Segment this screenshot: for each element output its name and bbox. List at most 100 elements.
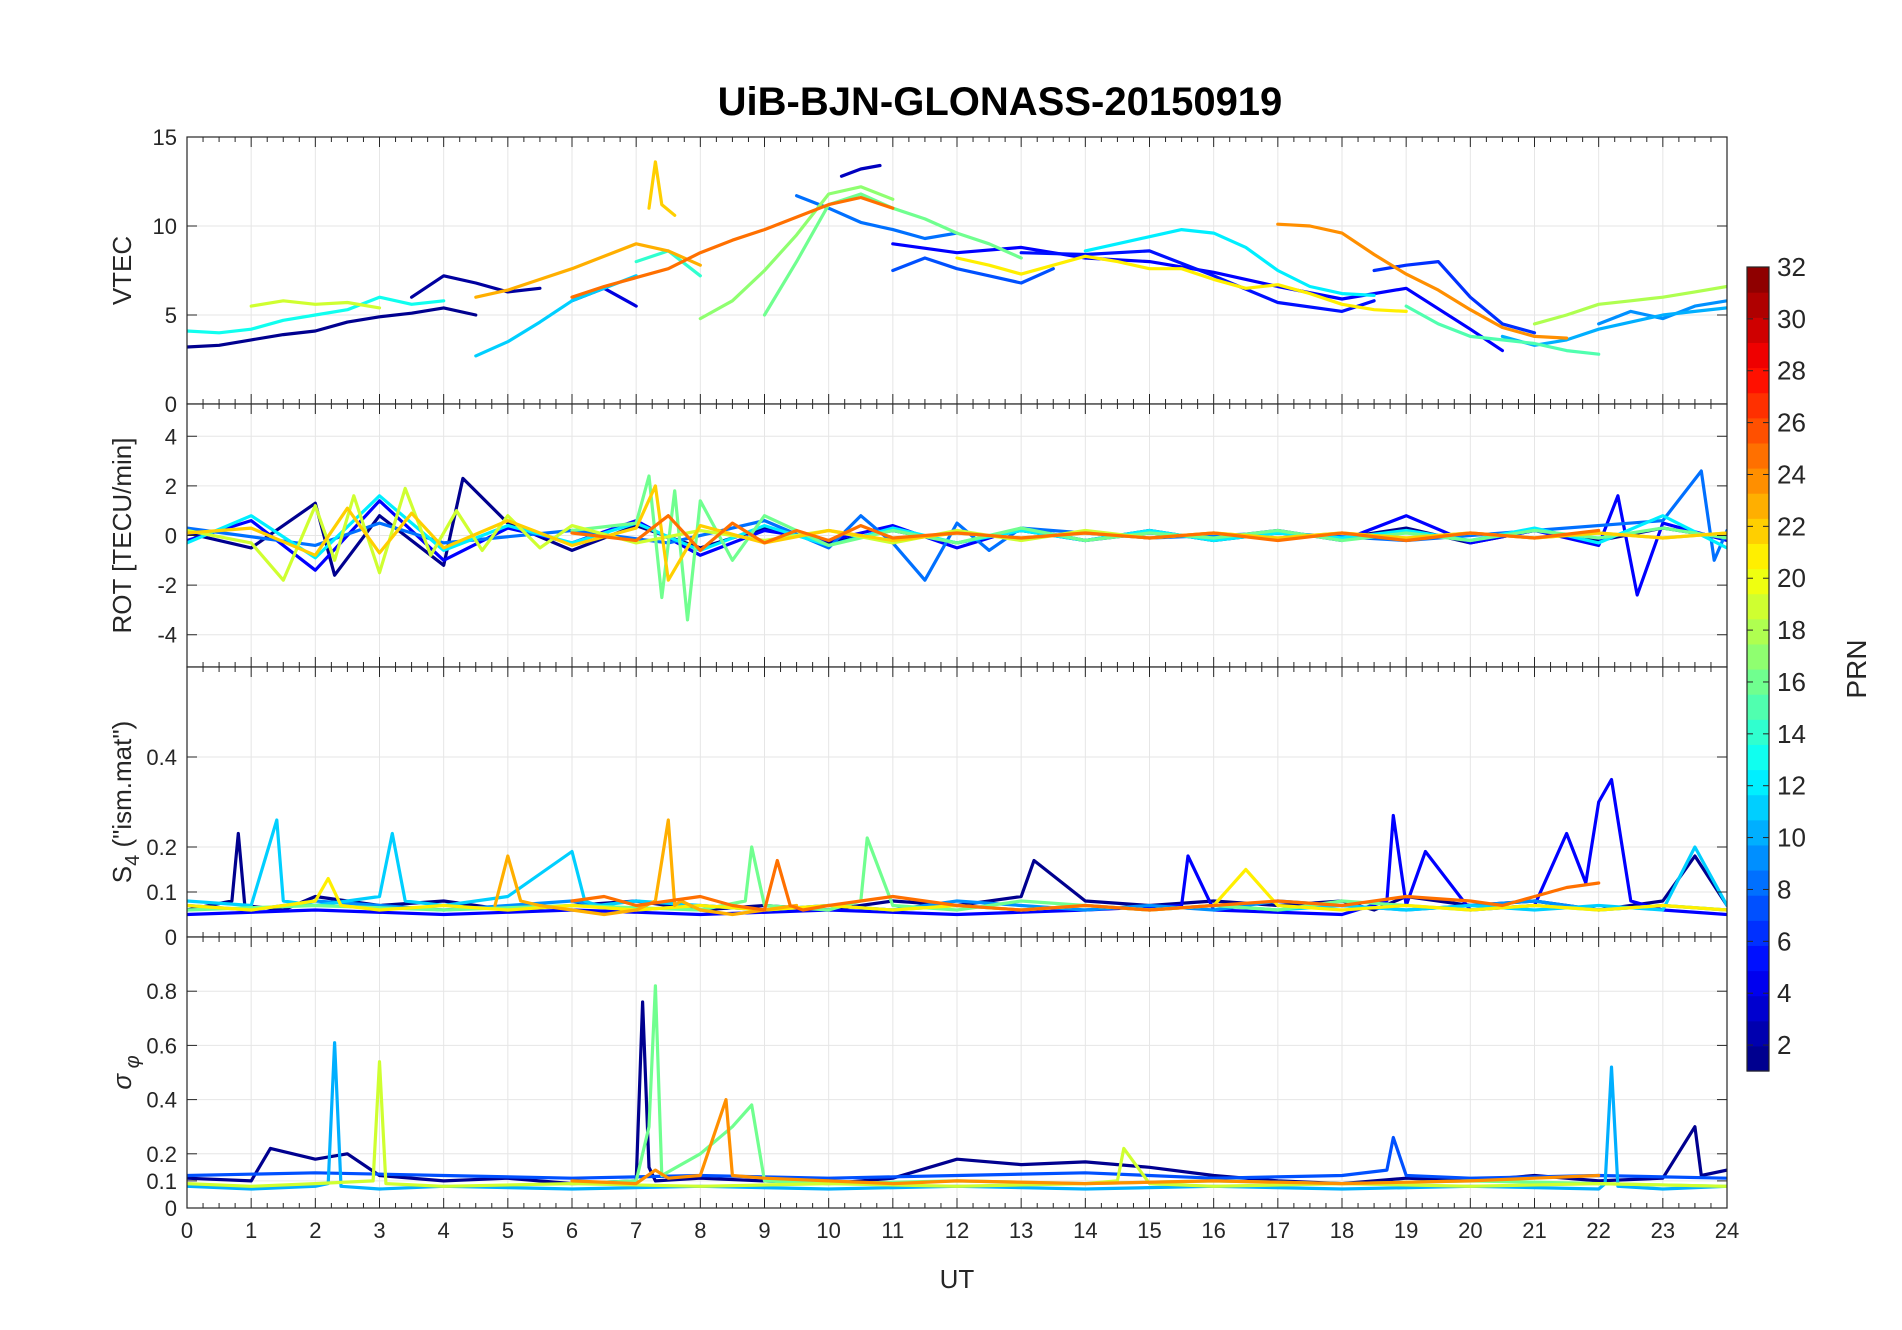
colorbar-segment: [1747, 643, 1769, 670]
panel-3: 0 0.1 0.2 0.4S4 ("ism.mat"): [107, 666, 1728, 950]
series-prn-23: [493, 818, 799, 917]
y-tick-label: -2: [157, 573, 177, 598]
series-prn-25: [570, 858, 1601, 912]
colorbar-segment: [1747, 392, 1769, 419]
colorbar-segment: [1747, 593, 1769, 620]
x-tick-label: 17: [1266, 1218, 1290, 1243]
x-tick-label: 20: [1458, 1218, 1482, 1243]
y-tick-label: 0.8: [146, 979, 177, 1004]
panel-2: -4 -2 0 2 4 ROT [TECU/min]: [107, 403, 1728, 668]
x-tick-label: 11: [881, 1218, 904, 1243]
colorbar-segment: [1747, 844, 1769, 871]
series-prn-9: [187, 469, 1727, 582]
colorbar-segment: [1747, 267, 1769, 293]
colorbar-segment: [1747, 468, 1769, 494]
colorbar-segment: [1747, 870, 1769, 896]
colorbar-tick-label: 20: [1777, 563, 1806, 593]
colorbar-segment: [1747, 945, 1769, 972]
x-tick-label: 1: [245, 1218, 257, 1243]
x-tick-label: 5: [502, 1218, 514, 1243]
colorbar-segment: [1747, 819, 1769, 846]
series-prn-25: [570, 195, 895, 299]
series-prn-11: [187, 1041, 1727, 1191]
colorbar-tick-label: 32: [1777, 252, 1806, 282]
colorbar-segment: [1747, 769, 1769, 796]
x-tick-label: 21: [1522, 1218, 1546, 1243]
y-axis-label: S4 ("ism.mat"): [107, 721, 144, 883]
series-prn-6: [1019, 249, 1376, 313]
colorbar-segment: [1747, 518, 1769, 544]
x-axis-label: UT: [940, 1264, 975, 1294]
x-tick-label: 4: [438, 1218, 450, 1243]
series-prn-23: [474, 242, 702, 299]
series-prn-2: [410, 274, 542, 299]
x-tick-label: 7: [630, 1218, 642, 1243]
panel-1: 0 5 10 15 VTEC: [107, 125, 1728, 417]
colorbar-segment: [1747, 342, 1769, 369]
x-tick-label: 15: [1137, 1218, 1161, 1243]
colorbar-segment: [1747, 669, 1769, 695]
y-tick-label: 0.4: [146, 745, 177, 770]
y-tick-label: 5: [165, 303, 177, 328]
y-axis-label: σ φ: [107, 1055, 144, 1089]
colorbar-tick-label: 6: [1777, 926, 1791, 956]
colorbar-segment: [1747, 995, 1769, 1022]
x-tick-label: 9: [758, 1218, 770, 1243]
x-tick-label: 0: [181, 1218, 193, 1243]
colorbar-tick-label: 2: [1777, 1030, 1791, 1060]
colorbar-tick-label: 14: [1777, 719, 1806, 749]
colorbar-segment: [1747, 794, 1769, 821]
series-prn-8: [891, 256, 1055, 285]
series-prn-3: [839, 163, 882, 178]
colorbar-tick-label: 12: [1777, 771, 1806, 801]
colorbar-tick-label: 26: [1777, 408, 1806, 438]
y-axis-label: ROT [TECU/min]: [107, 438, 137, 634]
series-prn-22: [187, 484, 1727, 582]
colorbar-segment: [1747, 618, 1769, 645]
series-prn-21: [955, 254, 1408, 313]
y-tick-label: 0.6: [146, 1033, 177, 1058]
y-tick-label: 0.1: [146, 1169, 177, 1194]
colorbar-segment: [1747, 568, 1769, 595]
y-tick-label: 2: [165, 474, 177, 499]
colorbar-frame: [1746, 266, 1770, 1072]
colorbar-tick-label: 28: [1777, 356, 1806, 386]
colorbar-segment: [1747, 417, 1769, 444]
colorbar-segment: [1747, 317, 1769, 343]
colorbar-segment: [1747, 292, 1769, 318]
colorbar-segment: [1747, 543, 1769, 570]
y-tick-label: 0: [165, 392, 177, 417]
y-tick-label: 0: [165, 1196, 177, 1221]
colorbar-segment: [1747, 744, 1769, 771]
series-prn-7: [1372, 260, 1537, 335]
colorbar-tick-label: 10: [1777, 823, 1806, 853]
colorbar-tick-label: 8: [1777, 874, 1791, 904]
colorbar-tick-label: 24: [1777, 459, 1806, 489]
x-axis-ticks: 0 1 2 3 4 5 6 7 8 9 10 11 12 13 14 15 16 17 18 19 20 21 22 23 24: [181, 1218, 1739, 1243]
x-tick-label: 8: [694, 1218, 706, 1243]
x-tick-label: 19: [1394, 1218, 1418, 1243]
y-tick-label: 0.4: [146, 1088, 177, 1113]
y-axis-label: VTEC: [107, 236, 137, 305]
x-tick-label: 16: [1201, 1218, 1225, 1243]
y-tick-label: 4: [165, 424, 177, 449]
x-tick-label: 6: [566, 1218, 578, 1243]
x-tick-label: 13: [1009, 1218, 1033, 1243]
series-prn-10: [1597, 299, 1727, 326]
colorbar-tick-label: 22: [1777, 511, 1806, 541]
y-tick-label: 0.2: [146, 835, 177, 860]
x-tick-label: 14: [1073, 1218, 1097, 1243]
colorbar-label: PRN: [1841, 639, 1872, 698]
x-tick-label: 23: [1651, 1218, 1675, 1243]
series-prn-22: [647, 160, 677, 217]
series-prn-24: [570, 1098, 1601, 1186]
x-tick-label: 22: [1586, 1218, 1610, 1243]
colorbar-segment: [1747, 442, 1769, 469]
colorbar-segment: [1747, 719, 1769, 745]
series-prn-16: [1404, 304, 1601, 356]
colorbar-segment: [1747, 493, 1769, 519]
series-prn-25: [570, 514, 1601, 552]
colorbar-segment: [1747, 895, 1769, 921]
